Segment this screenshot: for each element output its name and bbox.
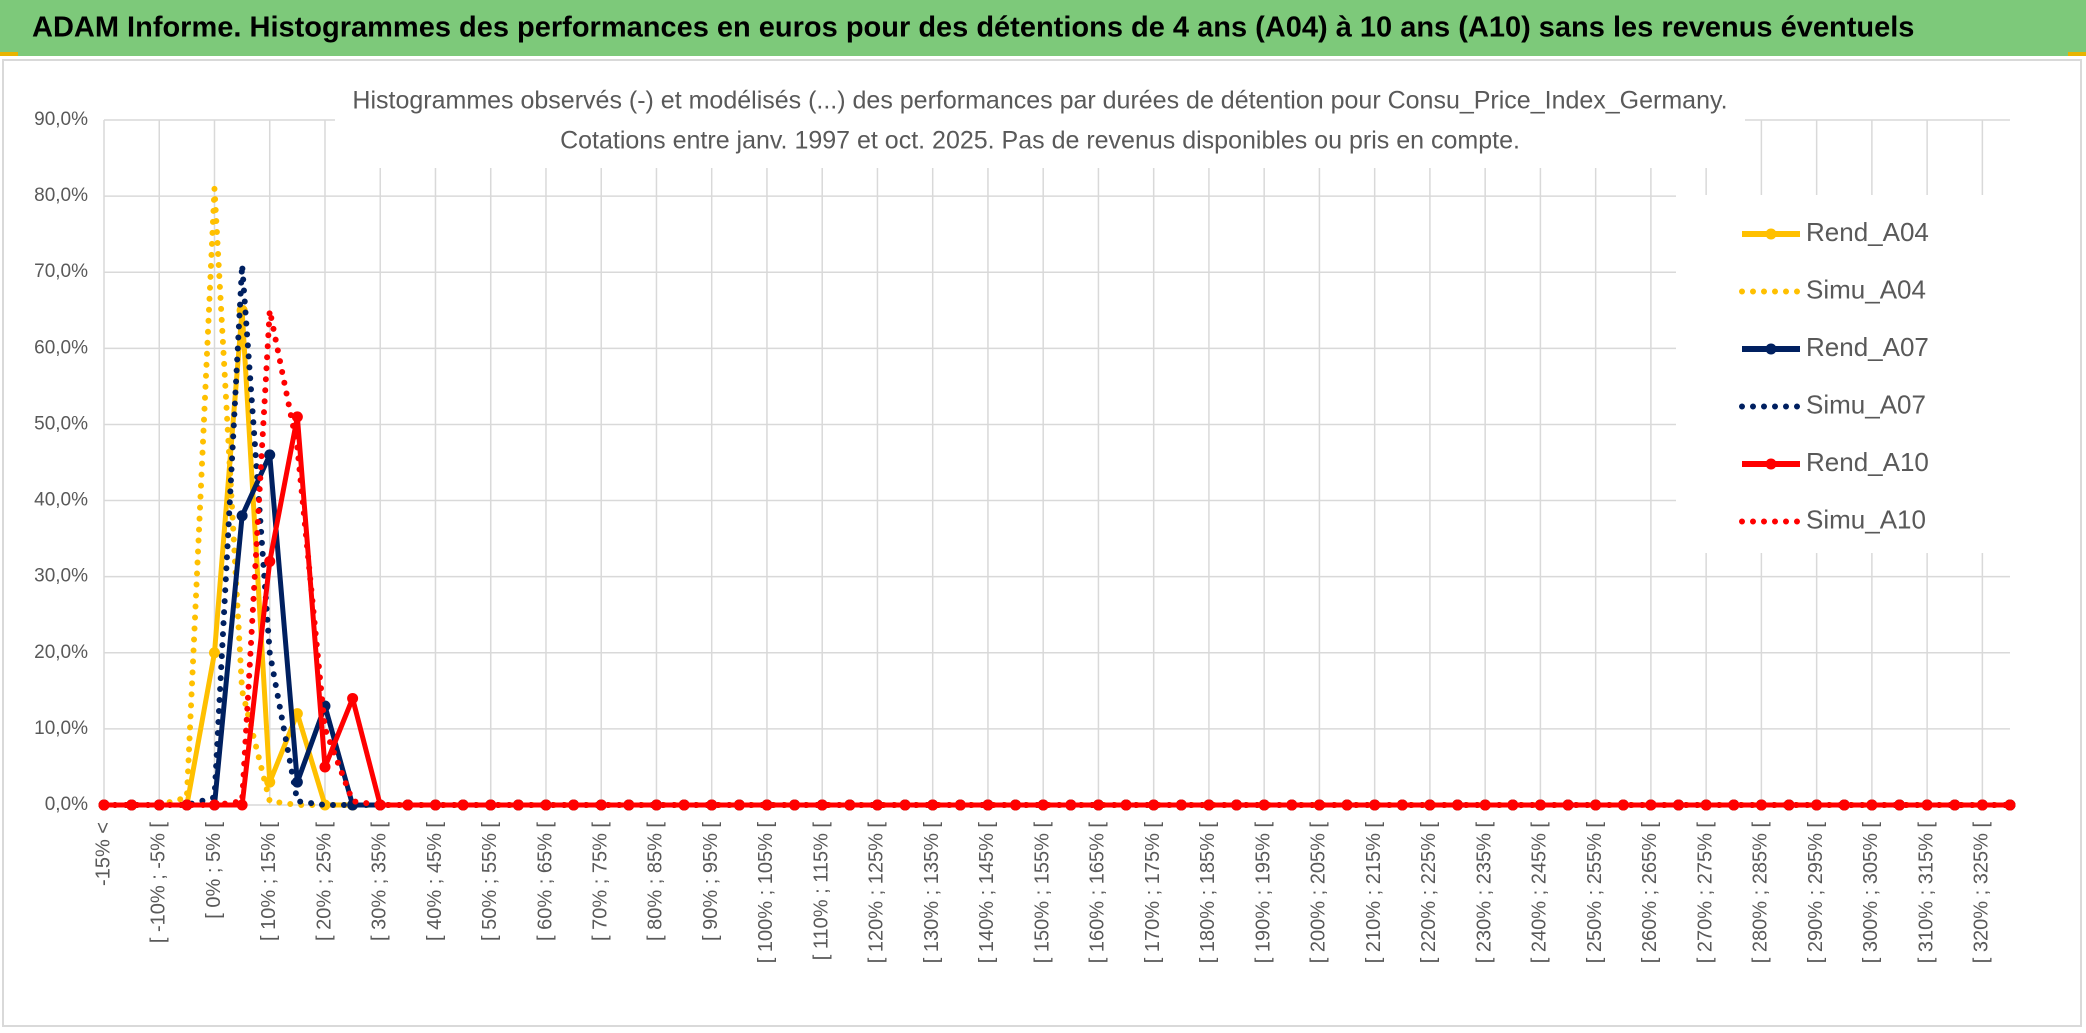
x-tick-label: [ 40% ; 45% [	[424, 822, 446, 941]
point	[816, 799, 828, 811]
legend-label: Simu_A04	[1806, 274, 1926, 304]
x-tick-label: [ 0% ; 5% [	[203, 822, 225, 919]
point	[1148, 799, 1160, 811]
legend: Rend_A04 Simu_A04 Rend_A07 Simu_A07 Rend_A10…	[1739, 217, 1929, 534]
x-tick-label: -15% <	[92, 822, 114, 886]
y-tick-label: 20,0%	[34, 642, 88, 663]
x-tick-label: [ 120% ; 125% [	[866, 822, 888, 964]
x-tick-label: [ 10% ; 15% [	[258, 822, 280, 941]
y-tick-label: 90,0%	[34, 109, 88, 130]
legend-marker	[1765, 458, 1777, 470]
point	[1258, 799, 1270, 811]
x-tick-label: [ 230% ; 235% [	[1473, 822, 1495, 964]
x-tick-label: [ 300% ; 305% [	[1860, 822, 1882, 964]
x-tick-label: [ 140% ; 145% [	[976, 822, 998, 964]
x-tick-label: [ 250% ; 255% [	[1584, 822, 1606, 964]
point	[927, 799, 939, 811]
y-tick-label: 70,0%	[34, 261, 88, 282]
x-tick-label: [ 80% ; 85% [	[645, 822, 667, 941]
y-tick-label: 60,0%	[34, 337, 88, 358]
x-tick-label: [ 240% ; 245% [	[1529, 822, 1551, 964]
legend-label: Simu_A07	[1806, 389, 1926, 419]
point	[264, 449, 276, 461]
legend-label: Rend_A04	[1806, 217, 1929, 247]
x-tick-label: [ 160% ; 165% [	[1087, 822, 1109, 964]
chart-title: Histogrammes observés (-) et modélisés (…	[352, 87, 1727, 115]
point	[264, 555, 276, 567]
chart-frame	[2, 59, 2082, 1027]
point	[2004, 799, 2016, 811]
x-tick-label: [ 70% ; 75% [	[589, 822, 611, 941]
x-tick-label: [ 130% ; 135% [	[921, 822, 943, 964]
x-tick-label: [ 90% ; 95% [	[700, 822, 722, 941]
x-tick-label: [ 220% ; 225% [	[1418, 822, 1440, 964]
legend-marker	[1765, 343, 1777, 355]
point	[1949, 799, 1961, 811]
point	[706, 799, 718, 811]
x-tick-label: [ -10% ; -5% [	[148, 822, 170, 944]
x-tick-label: [ 50% ; 55% [	[479, 822, 501, 941]
x-tick-label: [ 320% ; 325% [	[1971, 822, 1993, 964]
x-tick-label: [ 110% ; 115% [	[810, 822, 832, 961]
y-tick-label: 30,0%	[34, 566, 88, 587]
point	[871, 799, 883, 811]
x-tick-label: [ 310% ; 315% [	[1915, 822, 1937, 964]
x-tick-label: [ 150% ; 155% [	[1031, 822, 1053, 964]
point	[595, 799, 607, 811]
point	[208, 647, 220, 659]
header-accent	[2068, 52, 2086, 56]
chart-title: Cotations entre janv. 1997 et oct. 2025.…	[560, 127, 1520, 155]
point	[1894, 799, 1906, 811]
x-tick-label: [ 60% ; 65% [	[534, 822, 556, 941]
point	[181, 799, 193, 811]
x-tick-label: [ 200% ; 205% [	[1308, 822, 1330, 964]
x-tick-label: [ 100% ; 105% [	[755, 822, 777, 964]
x-tick-label: [ 190% ; 195% [	[1252, 822, 1274, 964]
point	[264, 776, 276, 788]
y-tick-label: 50,0%	[34, 413, 88, 434]
series-line	[101, 307, 2013, 808]
x-tick-label: [ 210% ; 215% [	[1363, 822, 1385, 964]
legend-marker	[1765, 228, 1777, 240]
point	[1037, 799, 1049, 811]
x-tick-label: [ 30% ; 35% [	[369, 822, 391, 941]
point	[236, 510, 248, 522]
point	[1092, 799, 1104, 811]
y-tick-label: 0,0%	[45, 794, 88, 815]
header-bar	[0, 0, 2086, 56]
legend-box	[1676, 195, 2016, 553]
point	[650, 799, 662, 811]
x-tick-label: [ 180% ; 185% [	[1197, 822, 1219, 964]
x-tick-label: [ 170% ; 175% [	[1142, 822, 1164, 964]
title-box	[335, 78, 1745, 168]
point	[982, 799, 994, 811]
legend-label: Rend_A07	[1806, 332, 1929, 362]
point	[291, 411, 303, 423]
y-tick-label: 40,0%	[34, 490, 88, 511]
x-tick-label: [ 290% ; 295% [	[1805, 822, 1827, 964]
x-tick-label: [ 270% ; 275% [	[1694, 822, 1716, 964]
point	[319, 761, 331, 773]
point	[1838, 799, 1850, 811]
header-accent	[0, 52, 18, 56]
x-tick-label: [ 20% ; 25% [	[313, 822, 335, 941]
point	[761, 799, 773, 811]
y-tick-label: 80,0%	[34, 185, 88, 206]
y-tick-label: 10,0%	[34, 718, 88, 739]
point	[291, 708, 303, 720]
header-title: ADAM Informe. Histogrammes des performan…	[32, 12, 1914, 44]
point	[126, 799, 138, 811]
point	[1203, 799, 1215, 811]
point	[236, 799, 248, 811]
x-tick-label: [ 260% ; 265% [	[1639, 822, 1661, 964]
legend-label: Rend_A10	[1806, 447, 1929, 477]
legend-label: Simu_A10	[1806, 504, 1926, 534]
point	[347, 692, 359, 704]
x-tick-label: [ 280% ; 285% [	[1750, 822, 1772, 964]
